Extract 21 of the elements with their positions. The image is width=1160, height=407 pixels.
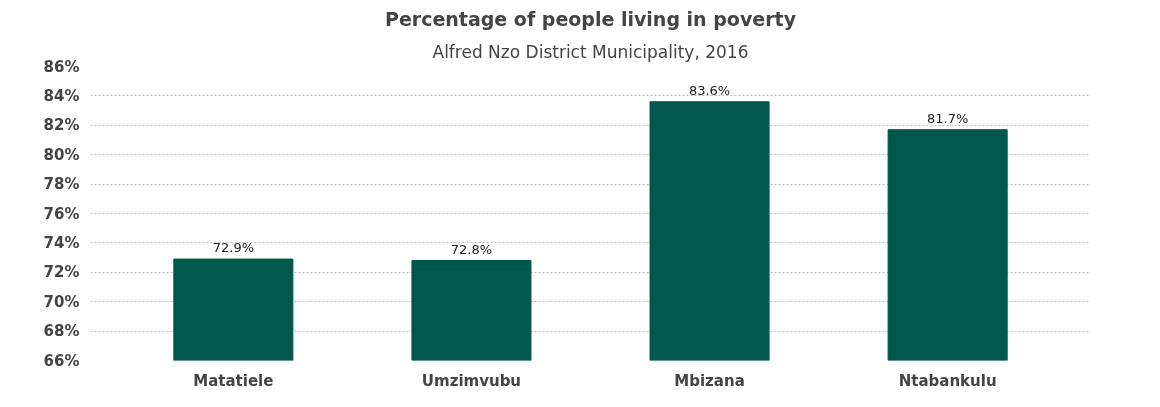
data-label: 72.8% (450, 241, 493, 257)
y-tick-label: 68% (43, 322, 80, 341)
data-label: 81.7% (926, 110, 969, 126)
x-tick-label: Umzimvubu (421, 371, 522, 390)
data-label: 72.9% (212, 240, 255, 256)
y-tick-label: 80% (43, 145, 80, 164)
y-tick-label: 72% (43, 263, 80, 282)
y-tick-label: 70% (43, 292, 80, 311)
chart-title: Percentage of people living in poverty (384, 7, 797, 30)
y-tick-label: 76% (43, 204, 80, 223)
y-tick-label: 74% (43, 233, 80, 252)
data-label: 83.6% (688, 82, 731, 98)
y-tick-label: 86% (43, 57, 80, 76)
y-tick-label: 84% (43, 86, 80, 105)
chart-subtitle: Alfred Nzo District Municipality, 2016 (432, 41, 749, 62)
x-tick-label: Ntabankulu (898, 371, 997, 390)
x-tick-label: Mbizana (674, 371, 745, 390)
x-tick-label: Matatiele (193, 371, 274, 390)
y-tick-label: 78% (43, 175, 80, 194)
y-tick-label: 66% (43, 351, 80, 370)
y-tick-label: 82% (43, 116, 80, 135)
